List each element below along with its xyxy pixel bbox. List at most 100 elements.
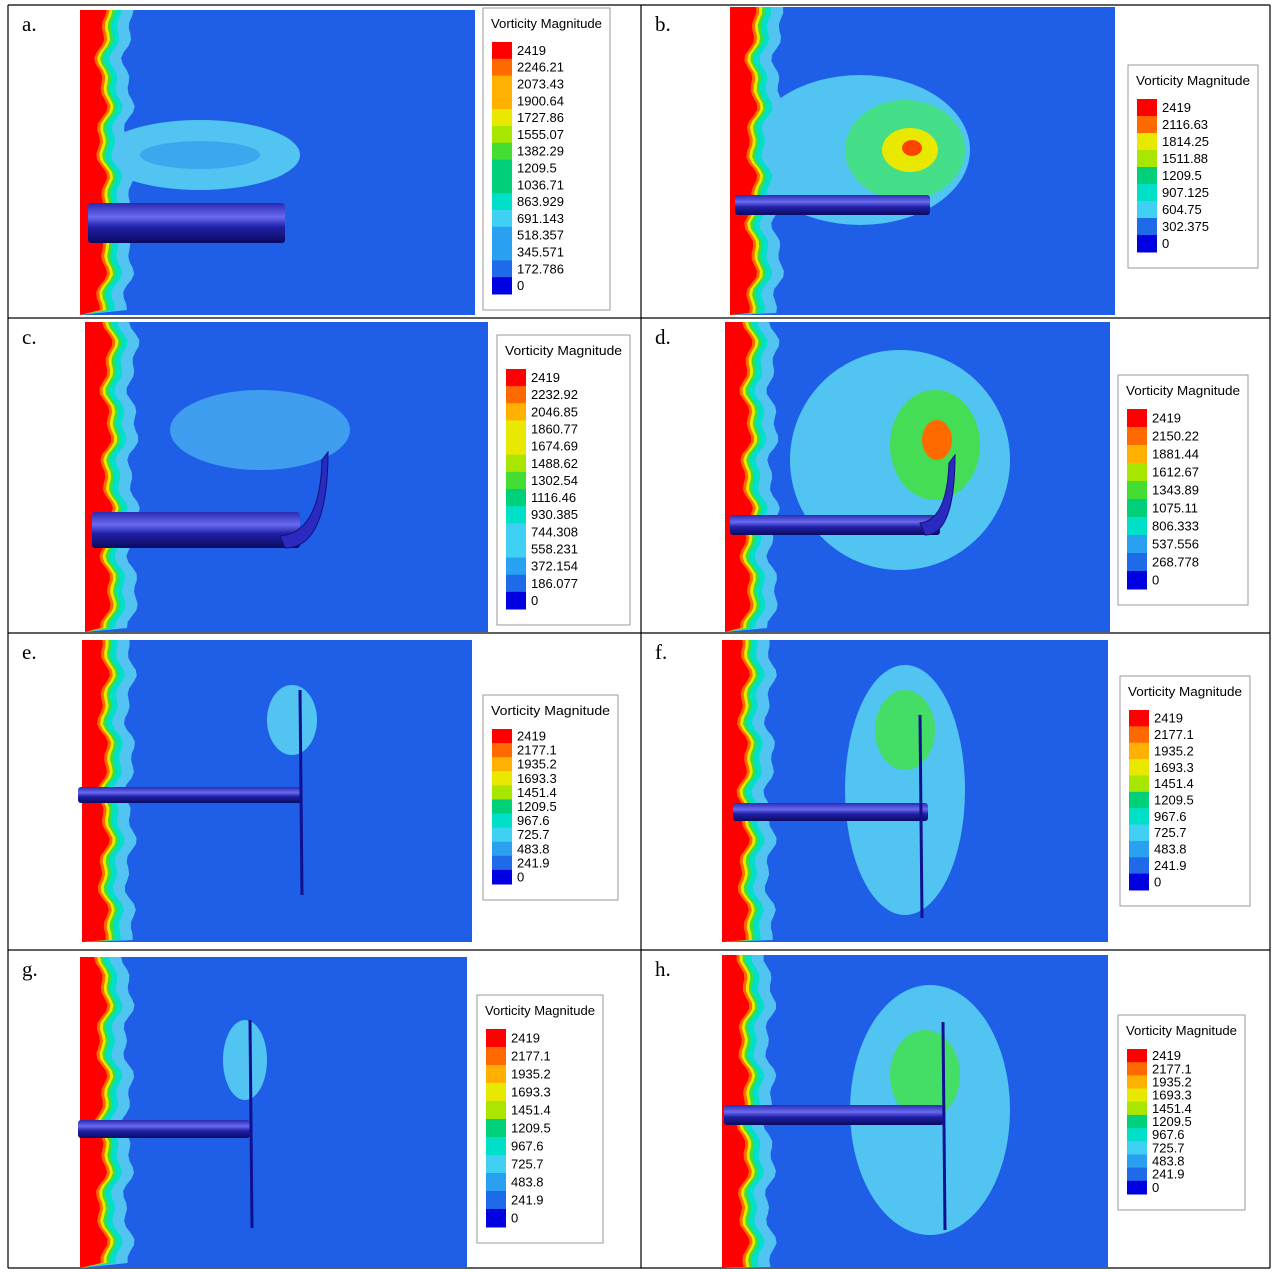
legend-value: 241.9 bbox=[517, 855, 550, 870]
legend-swatch bbox=[492, 814, 512, 829]
legend-value: 1693.3 bbox=[1154, 760, 1194, 775]
legend-swatch bbox=[1137, 133, 1157, 151]
legend-swatch bbox=[492, 856, 512, 871]
legend-swatch bbox=[1127, 1102, 1147, 1116]
legend-value: 0 bbox=[517, 278, 524, 293]
legend-swatch bbox=[1127, 571, 1147, 590]
legend-swatch bbox=[492, 785, 512, 800]
legend-swatch bbox=[1129, 808, 1149, 825]
vortex-contour bbox=[922, 420, 952, 460]
legend-swatch bbox=[1127, 481, 1147, 500]
legend-value: 2046.85 bbox=[531, 404, 578, 419]
legend-value: 1935.2 bbox=[1154, 743, 1194, 758]
legend-swatch bbox=[486, 1119, 506, 1138]
legend-swatch bbox=[492, 771, 512, 786]
legend-swatch bbox=[506, 369, 526, 387]
legend-swatch bbox=[1129, 775, 1149, 792]
panel: d.Vorticity Magnitude24192150.221881.441… bbox=[655, 322, 1248, 632]
legend-value: 1900.64 bbox=[517, 93, 564, 108]
legend-swatch bbox=[1137, 150, 1157, 168]
legend-swatch bbox=[492, 160, 512, 177]
rod bbox=[78, 1120, 250, 1138]
legend-value: 2177.1 bbox=[511, 1049, 551, 1064]
panel: c.Vorticity Magnitude24192232.922046.851… bbox=[22, 322, 630, 632]
legend-value: 2419 bbox=[511, 1031, 540, 1046]
legend-title: Vorticity Magnitude bbox=[491, 703, 610, 718]
legend-value: 0 bbox=[511, 1211, 518, 1226]
legend-value: 691.143 bbox=[517, 211, 564, 226]
panel-label: d. bbox=[655, 325, 671, 349]
legend-swatch bbox=[492, 193, 512, 210]
legend-value: 967.6 bbox=[511, 1139, 544, 1154]
legend-swatch bbox=[1129, 743, 1149, 760]
legend-value: 1075.11 bbox=[1152, 501, 1198, 516]
legend-value: 1612.67 bbox=[1152, 465, 1199, 480]
legend-value: 241.9 bbox=[1154, 858, 1187, 873]
legend-swatch bbox=[1127, 409, 1147, 428]
legend-swatch bbox=[492, 870, 512, 885]
legend-value: 2116.63 bbox=[1162, 117, 1208, 132]
legend-value: 2246.21 bbox=[517, 60, 564, 75]
legend-value: 1209.5 bbox=[517, 161, 557, 176]
legend-value: 744.308 bbox=[531, 524, 578, 539]
legend-swatch bbox=[1129, 841, 1149, 858]
legend-swatch bbox=[492, 176, 512, 193]
legend-swatch bbox=[492, 59, 512, 76]
legend-swatch bbox=[492, 260, 512, 277]
legend-value: 2419 bbox=[1152, 411, 1181, 426]
panel: f.Vorticity Magnitude24192177.11935.2169… bbox=[655, 640, 1250, 942]
flow-field bbox=[85, 322, 488, 632]
legend-value: 483.8 bbox=[511, 1175, 544, 1190]
legend-swatch bbox=[506, 575, 526, 593]
legend-value: 863.929 bbox=[517, 194, 564, 209]
legend-swatch bbox=[506, 540, 526, 558]
legend-value: 2419 bbox=[1154, 711, 1183, 726]
legend-swatch bbox=[1127, 427, 1147, 446]
plate bbox=[920, 715, 922, 918]
legend-swatch bbox=[1127, 1049, 1147, 1063]
legend-value: 2419 bbox=[517, 43, 546, 58]
legend-title: Vorticity Magnitude bbox=[1128, 684, 1242, 699]
legend-swatch bbox=[506, 455, 526, 473]
legend-swatch bbox=[1127, 463, 1147, 482]
legend-swatch bbox=[492, 210, 512, 227]
legend-swatch bbox=[492, 109, 512, 126]
legend-title: Vorticity Magnitude bbox=[491, 16, 602, 31]
legend-title: Vorticity Magnitude bbox=[505, 343, 622, 358]
panel: g.Vorticity Magnitude24192177.11935.2169… bbox=[22, 957, 603, 1268]
legend-value: 0 bbox=[517, 869, 524, 884]
legend-value: 1674.69 bbox=[531, 439, 578, 454]
legend-swatch bbox=[1137, 116, 1157, 134]
legend-swatch bbox=[506, 386, 526, 404]
legend-value: 558.231 bbox=[531, 542, 578, 557]
legend-swatch bbox=[506, 472, 526, 490]
legend-value: 372.154 bbox=[531, 559, 578, 574]
legend-swatch bbox=[492, 757, 512, 772]
legend-value: 1693.3 bbox=[517, 771, 557, 786]
legend-swatch bbox=[1127, 1141, 1147, 1155]
legend-value: 1451.4 bbox=[511, 1103, 551, 1118]
legend-swatch bbox=[486, 1155, 506, 1174]
legend-value: 1727.86 bbox=[517, 110, 564, 125]
vortex-contour bbox=[875, 690, 935, 770]
vortex-contour bbox=[902, 140, 922, 156]
legend-swatch bbox=[486, 1065, 506, 1084]
legend-swatch bbox=[1127, 1089, 1147, 1103]
panel-label: a. bbox=[22, 12, 37, 36]
legend-value: 0 bbox=[531, 593, 538, 608]
legend-swatch bbox=[492, 842, 512, 857]
vortex-contour bbox=[267, 685, 317, 755]
legend-title: Vorticity Magnitude bbox=[1126, 383, 1240, 398]
plate bbox=[943, 1022, 945, 1230]
legend-swatch bbox=[1127, 1181, 1147, 1195]
legend-value: 1209.5 bbox=[1154, 793, 1194, 808]
legend-swatch bbox=[1127, 1062, 1147, 1076]
panel-label: h. bbox=[655, 957, 671, 981]
legend-swatch bbox=[1137, 201, 1157, 219]
legend-value: 725.7 bbox=[511, 1157, 544, 1172]
legend-value: 2177.1 bbox=[517, 743, 557, 758]
legend-value: 241.9 bbox=[511, 1193, 544, 1208]
legend-value: 930.385 bbox=[531, 507, 578, 522]
legend-value: 2150.22 bbox=[1152, 429, 1199, 444]
legend-swatch bbox=[492, 277, 512, 294]
